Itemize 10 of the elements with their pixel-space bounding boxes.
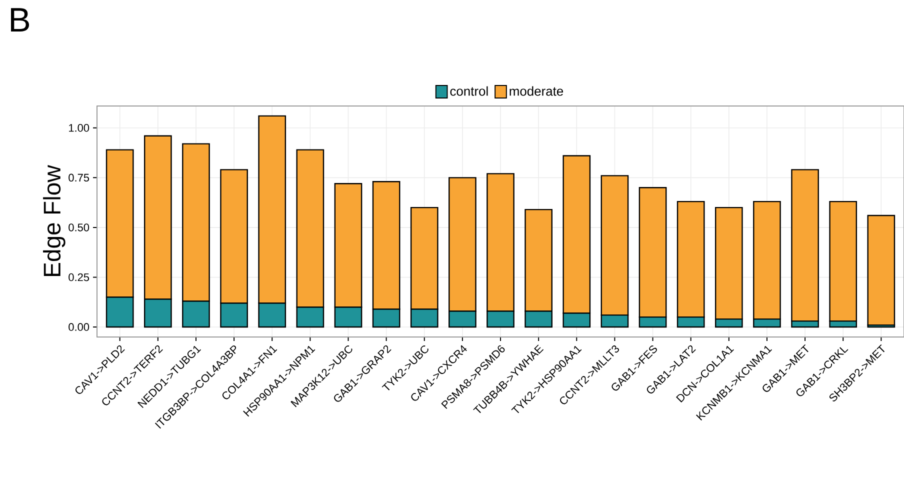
y-tick-label: 0.50 (68, 224, 90, 232)
y-tick-label: 0.00 (68, 323, 90, 331)
chart-title: B (10, 8, 30, 32)
bar (867, 214, 896, 326)
legend-label: control (450, 86, 488, 96)
y-tick-label: 0.25 (68, 273, 90, 282)
y-axis-title: Edge Flow (43, 164, 66, 276)
y-tick-label: 0.75 (68, 174, 90, 182)
y-tick-label: 1.00 (69, 124, 90, 132)
legend-label: moderate (510, 86, 564, 96)
